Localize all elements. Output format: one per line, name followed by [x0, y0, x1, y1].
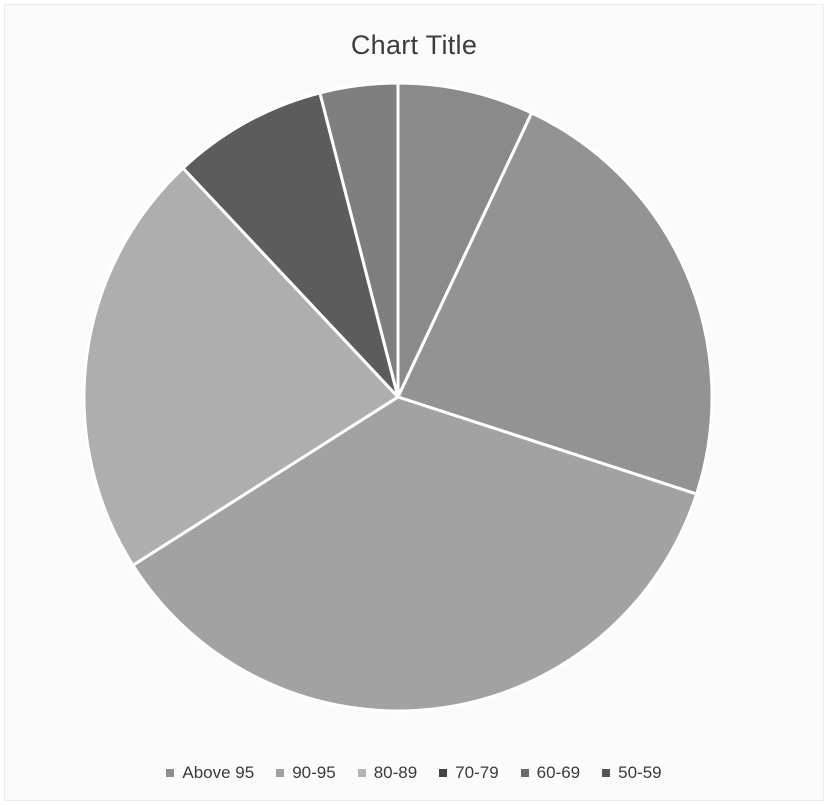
legend-item-50-59: 50-59: [602, 763, 662, 783]
pie-slice-60-69: [181, 91, 400, 399]
legend-label: 50-59: [618, 763, 662, 782]
legend-label: 90-95: [292, 763, 336, 782]
legend: Above 95 90-95 80-89 70-79 60-69 50-59: [0, 763, 828, 783]
legend-label: Above 95: [182, 763, 255, 782]
pie-slice-70-79: [82, 166, 400, 567]
legend-swatch: [166, 769, 175, 777]
chart-title: Chart Title: [350, 30, 478, 60]
legend-item-80-89: 80-89: [357, 763, 418, 783]
legend-swatch: [276, 769, 285, 777]
legend-swatch: [357, 769, 366, 777]
pie-slice-80-89: [131, 395, 699, 713]
legend-item-60-69: 60-69: [520, 763, 581, 783]
legend-swatch: [520, 769, 529, 777]
legend-swatch: [439, 769, 448, 777]
legend-label: 60-69: [536, 763, 581, 782]
legend-item-above-95: Above 95: [166, 763, 254, 783]
pie-slice-90-95: [396, 111, 714, 496]
legend-item-70-79: 70-79: [439, 763, 499, 783]
legend-label: 70-79: [455, 763, 499, 782]
legend-swatch: [602, 769, 611, 777]
pie-slice-above-95: [396, 81, 534, 399]
pie-slice-50-59: [318, 81, 400, 399]
legend-label: 80-89: [373, 763, 418, 782]
legend-item-90-95: 90-95: [276, 763, 336, 783]
